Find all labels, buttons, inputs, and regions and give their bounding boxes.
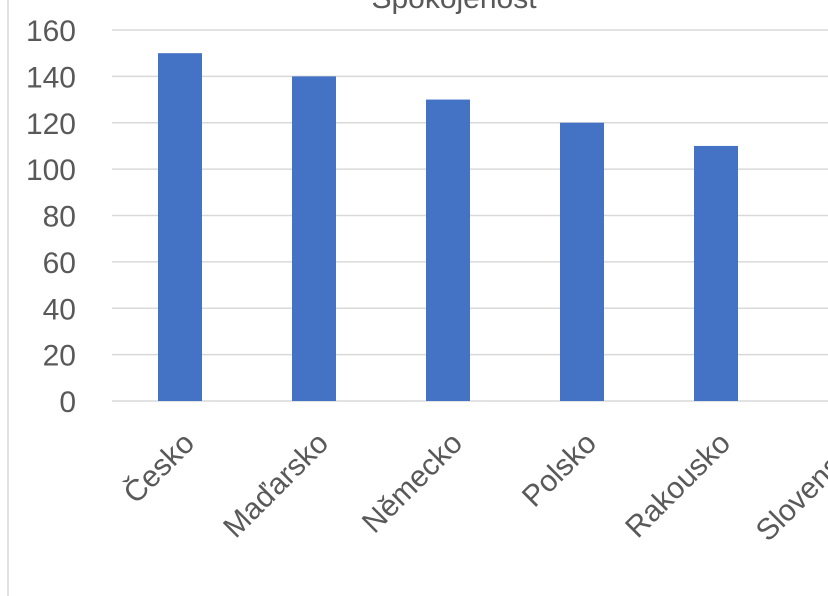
y-tick-label: 40: [43, 293, 76, 326]
y-tick-label: 120: [26, 108, 76, 141]
y-tick-label: 160: [26, 15, 76, 48]
y-tick-label: 100: [26, 154, 76, 187]
bar-4: [694, 145, 738, 401]
y-tick-label: 140: [26, 61, 76, 94]
y-tick-label: 20: [43, 340, 76, 373]
bar-0: [158, 53, 202, 401]
category-label: Německo: [356, 427, 469, 540]
y-tick-label: 60: [43, 247, 76, 280]
category-label: Polsko: [516, 427, 603, 514]
y-tick-label: 80: [43, 201, 76, 234]
category-label: Maďarsko: [217, 427, 335, 545]
bars: [158, 53, 738, 401]
bar-3: [560, 122, 604, 401]
bar-1: [292, 76, 336, 401]
y-tick-label: 0: [59, 386, 76, 419]
category-label: Rakousko: [619, 427, 737, 545]
chart-title: Spokojenost: [371, 0, 537, 15]
category-label: Česko: [117, 426, 201, 510]
chart-frame: [7, 0, 9, 596]
category-label: Slovensko: [750, 427, 828, 548]
y-axis-ticks: 0 20 40 60 80 100 120 140 160: [26, 15, 76, 419]
bar-2: [426, 99, 470, 401]
x-axis-categories: Česko Maďarsko Německo Polsko Rakousko Sloven…: [117, 426, 828, 548]
